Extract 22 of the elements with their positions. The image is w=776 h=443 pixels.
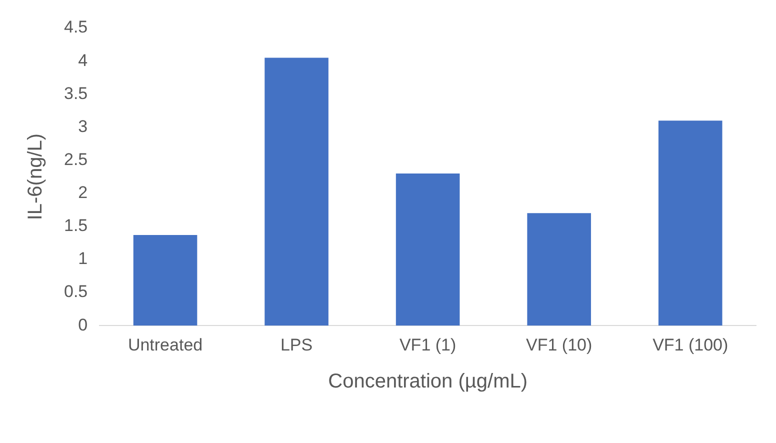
y-tick-label: 0.5 — [64, 282, 88, 302]
bar — [658, 120, 722, 326]
y-tick-label: 3.5 — [64, 84, 88, 103]
bar — [133, 235, 198, 326]
x-axis-title: Concentration (µg/mL) — [328, 370, 528, 393]
x-tick-label: Untreated — [128, 335, 203, 354]
y-tick-label: 0 — [78, 315, 88, 334]
y-tick-label: 2.5 — [64, 150, 88, 169]
bar — [527, 213, 591, 326]
y-tick-label: 3 — [78, 116, 88, 136]
y-tick-label: 2 — [78, 183, 88, 202]
bar — [264, 58, 328, 326]
bar — [396, 173, 460, 326]
y-axis-title: IL-6(ng/L) — [24, 133, 47, 220]
y-tick-label: 1 — [78, 249, 88, 268]
y-tick-label: 4.5 — [64, 18, 88, 37]
x-tick-label: VF1 (10) — [526, 335, 592, 354]
y-tick-label: 4 — [78, 50, 88, 70]
y-tick-label: 1.5 — [64, 216, 88, 236]
x-tick-label: LPS — [280, 335, 313, 354]
x-tick-label: VF1 (1) — [399, 335, 456, 354]
x-tick-label: VF1 (100) — [652, 335, 728, 354]
